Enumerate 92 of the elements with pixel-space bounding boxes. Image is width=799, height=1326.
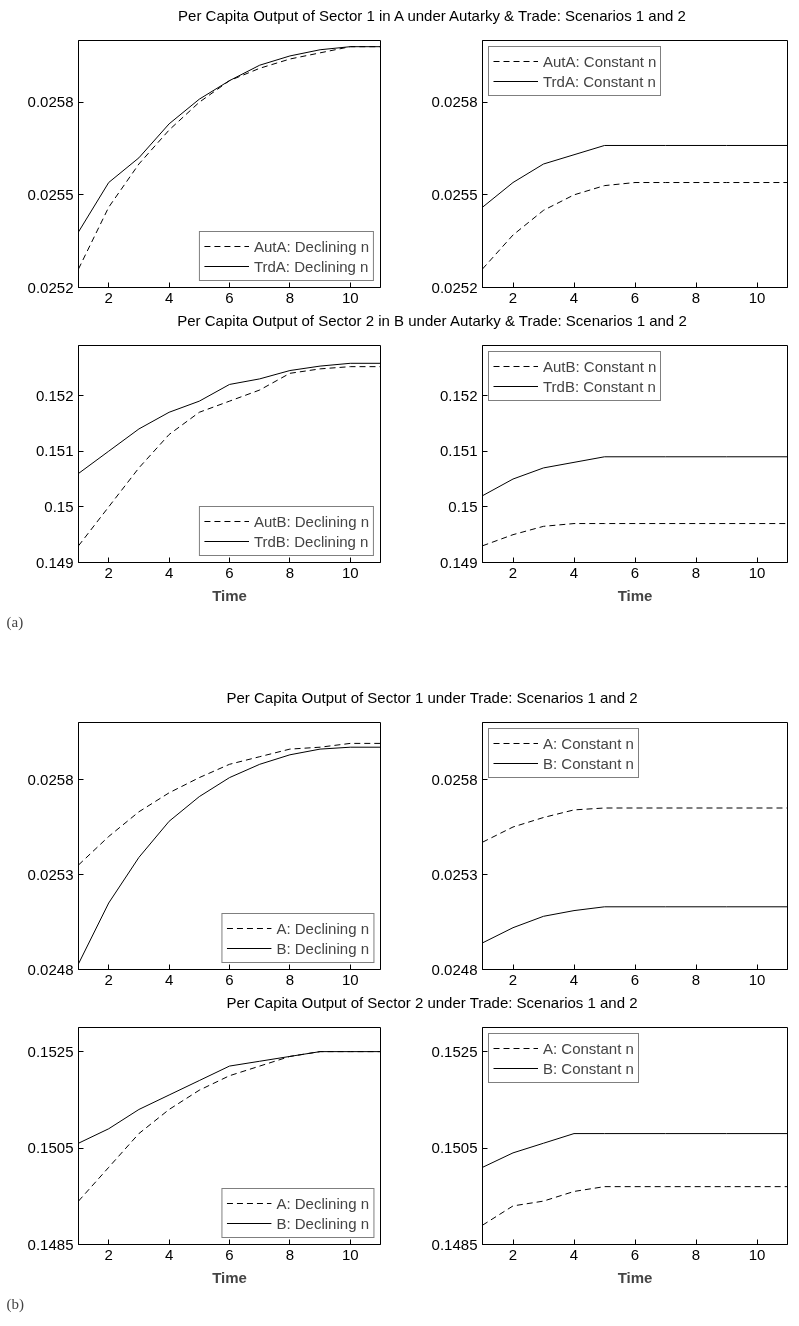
x-axis-title: Time xyxy=(617,1268,653,1286)
x-tick-label: 6 xyxy=(225,563,234,581)
x-tick-label: 6 xyxy=(630,288,640,306)
legend-label: AutB: Declining n xyxy=(253,512,369,530)
x-tick-label: 8 xyxy=(691,563,701,581)
x-tick-label: 6 xyxy=(225,970,234,988)
y-tick-label: 0.0258 xyxy=(431,770,478,788)
y-tick-label: 0.0252 xyxy=(27,278,74,296)
y-tick-label: 0.0253 xyxy=(27,865,74,883)
x-tick-label: 2 xyxy=(508,1245,518,1263)
x-tick-label: 6 xyxy=(630,563,640,581)
x-tick-label: 4 xyxy=(569,970,579,988)
y-tick-label: 0.151 xyxy=(439,442,478,460)
legend-label: B: Constant n xyxy=(543,1059,634,1077)
legend-label: A: Constant n xyxy=(543,734,634,752)
y-tick-label: 0.0258 xyxy=(27,770,74,788)
legend-label: AutA: Declining n xyxy=(253,237,369,255)
text: Per Capita Output of Sector 2 in B under Autarky & Trade: Scenarios 1 and 2 xyxy=(177,311,687,331)
y-tick-label: 0.1485 xyxy=(27,1235,74,1253)
x-tick-label: 2 xyxy=(104,563,113,581)
legend-label: TrdB: Constant n xyxy=(543,377,656,395)
y-tick-label: 0.0252 xyxy=(431,278,478,296)
y-tick-label: 0.149 xyxy=(35,553,74,571)
x-tick-label: 8 xyxy=(691,1245,701,1263)
x-tick-label: 8 xyxy=(285,970,295,988)
x-tick-label: 2 xyxy=(104,1245,113,1263)
text: Per Capita Output of Sector 1 in A under Autarky & Trade: Scenarios 1 and 2 xyxy=(178,6,686,26)
legend-label: AutB: Constant n xyxy=(543,357,657,375)
legend-label: A: Constant n xyxy=(543,1039,634,1057)
legend-label: B: Constant n xyxy=(543,754,634,772)
x-tick-label: 2 xyxy=(508,288,518,306)
x-tick-label: 8 xyxy=(285,1245,295,1263)
x-tick-label: 10 xyxy=(748,1245,766,1263)
x-tick-label: 10 xyxy=(341,1245,359,1263)
y-tick-label: 0.0258 xyxy=(27,93,74,111)
x-tick-label: 2 xyxy=(508,563,518,581)
text: Per Capita Output of Sector 1 under Trade: Scenarios 1 and 2 xyxy=(226,688,638,708)
y-tick-label: 0.1505 xyxy=(431,1139,478,1157)
x-tick-label: 2 xyxy=(104,970,113,988)
y-tick-label: 0.149 xyxy=(439,553,478,571)
x-tick-label: 2 xyxy=(508,970,518,988)
x-tick-label: 10 xyxy=(341,563,359,581)
x-tick-label: 6 xyxy=(630,970,640,988)
x-tick-label: 10 xyxy=(748,970,766,988)
legend-label: B: Declining n xyxy=(276,939,369,957)
x-tick-label: 8 xyxy=(285,288,295,306)
y-tick-label: 0.0255 xyxy=(27,185,74,203)
text: (b) xyxy=(6,1295,24,1313)
y-tick-label: 0.1525 xyxy=(27,1042,74,1060)
x-axis-title: Time xyxy=(617,586,653,604)
x-tick-label: 8 xyxy=(691,288,701,306)
x-tick-label: 2 xyxy=(104,288,113,306)
y-tick-label: 0.0253 xyxy=(431,865,478,883)
y-tick-label: 0.0258 xyxy=(431,93,478,111)
legend-label: A: Declining n xyxy=(276,919,369,937)
y-tick-label: 0.152 xyxy=(35,386,74,404)
text: (a) xyxy=(6,613,24,631)
y-tick-label: 0.0248 xyxy=(431,960,478,978)
legend-label: A: Declining n xyxy=(276,1194,369,1212)
x-tick-label: 10 xyxy=(341,970,359,988)
y-tick-label: 0.1485 xyxy=(431,1235,478,1253)
x-axis-title: Time xyxy=(212,586,247,604)
legend-label: TrdA: Constant n xyxy=(543,72,656,90)
y-tick-label: 0.0255 xyxy=(431,185,478,203)
text: Per Capita Output of Sector 2 under Trade: Scenarios 1 and 2 xyxy=(226,993,638,1013)
x-axis-title: Time xyxy=(212,1268,247,1286)
y-tick-label: 0.15 xyxy=(448,497,478,515)
x-tick-label: 4 xyxy=(569,1245,579,1263)
x-tick-label: 10 xyxy=(341,288,359,306)
x-tick-label: 8 xyxy=(691,970,701,988)
x-tick-label: 6 xyxy=(225,1245,234,1263)
x-tick-label: 10 xyxy=(748,563,766,581)
y-tick-label: 0.0248 xyxy=(27,960,74,978)
legend-label: B: Declining n xyxy=(276,1214,369,1232)
y-tick-label: 0.1525 xyxy=(431,1042,478,1060)
x-tick-label: 10 xyxy=(748,288,766,306)
x-tick-label: 4 xyxy=(569,288,579,306)
x-tick-label: 8 xyxy=(285,563,295,581)
x-tick-label: 4 xyxy=(569,563,579,581)
y-tick-label: 0.151 xyxy=(35,442,74,460)
y-tick-label: 0.152 xyxy=(439,386,478,404)
x-tick-label: 4 xyxy=(164,1245,174,1263)
y-tick-label: 0.15 xyxy=(44,497,74,515)
legend-label: TrdA: Declining n xyxy=(253,257,369,275)
x-tick-label: 6 xyxy=(225,288,234,306)
legend-label: AutA: Constant n xyxy=(543,52,657,70)
x-tick-label: 4 xyxy=(164,288,174,306)
x-tick-label: 4 xyxy=(164,970,174,988)
legend-label: TrdB: Declining n xyxy=(253,532,369,550)
y-tick-label: 0.1505 xyxy=(27,1139,74,1157)
x-tick-label: 6 xyxy=(630,1245,640,1263)
x-tick-label: 4 xyxy=(164,563,174,581)
